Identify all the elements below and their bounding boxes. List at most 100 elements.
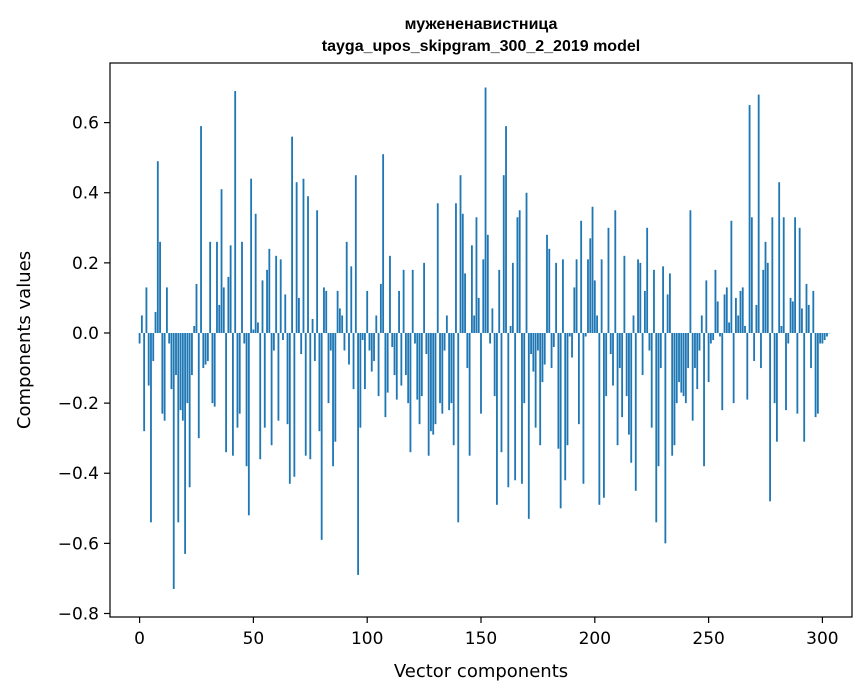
bar-component-163 [509,325,512,333]
bar-component-20 [184,332,187,554]
bar-component-184 [557,332,560,449]
bar-component-238 [680,332,683,393]
bar-component-124 [420,332,423,397]
bar-component-101 [368,332,371,351]
bar-component-9 [159,241,161,333]
bar-component-227 [655,332,658,523]
bar-component-196 [584,332,587,337]
bar-component-73 [304,332,307,456]
bar-component-96 [357,332,359,575]
bar-component-116 [402,269,405,333]
bar-component-292 [803,332,806,442]
bar-component-126 [425,332,428,355]
bar-component-11 [163,332,166,421]
bar-component-300 [821,332,824,344]
bar-component-266 [744,325,746,333]
bar-component-295 [810,332,812,369]
bar-component-121 [414,332,416,344]
bar-component-144 [466,332,469,369]
bar-component-99 [364,332,366,390]
bar-component-231 [664,332,667,544]
bar-component-267 [746,332,749,400]
bar-component-167 [518,210,521,333]
bar-component-93 [350,266,353,333]
bar-component-89 [341,315,344,333]
bar-component-149 [477,297,480,333]
bar-component-80 [320,332,323,540]
bar-component-87 [336,290,339,333]
bar-component-249 [705,280,708,333]
bar-component-94 [352,332,355,390]
bar-component-191 [573,287,576,333]
bar-component-268 [748,105,751,333]
bar-component-301 [823,332,826,340]
bar-component-134 [443,332,446,351]
bar-component-33 [213,332,216,407]
bar-component-22 [188,332,191,488]
bar-component-3 [145,287,148,333]
bar-component-19 [181,332,184,421]
bar-component-165 [514,332,517,481]
x-tick-label: 300 [806,629,838,649]
bar-component-251 [709,332,712,344]
bar-component-111 [391,332,394,348]
bar-component-86 [334,332,337,442]
bar-component-1 [140,315,143,333]
bar-component-155 [491,308,494,333]
bar-component-132 [439,332,441,404]
bar-component-90 [343,332,346,351]
bar-component-166 [516,217,519,333]
bar-component-103 [373,332,375,362]
bar-component-137 [450,332,453,404]
bar-component-8 [156,161,159,333]
bar-component-102 [370,332,373,372]
bar-component-42 [234,91,237,333]
bar-component-128 [430,332,432,432]
bar-component-49 [250,178,253,333]
bar-component-70 [298,297,300,333]
bar-component-131 [436,203,439,333]
bar-component-179 [546,234,548,333]
bar-component-257 [723,294,726,333]
bar-component-40 [229,245,232,333]
bar-component-143 [464,273,466,333]
bar-component-160 [502,175,505,333]
bar-component-214 [625,332,628,397]
bar-component-64 [284,294,287,333]
bar-component-27 [200,126,202,333]
bar-component-65 [286,332,289,425]
bar-component-50 [252,329,255,333]
bar-component-219 [637,259,639,333]
bar-component-281 [778,182,781,333]
bar-component-272 [757,94,760,333]
bar-component-151 [482,259,485,333]
y-tick-label: −0.4 [58,464,99,484]
bar-component-259 [728,322,730,333]
bar-component-82 [325,290,328,333]
bar-component-299 [819,332,822,344]
bar-component-31 [209,241,212,333]
bar-component-171 [527,332,530,519]
bar-component-242 [689,210,692,333]
bar-component-229 [659,332,662,369]
bar-component-271 [755,304,758,333]
bar-component-234 [671,332,674,456]
bar-component-230 [662,266,664,333]
bar-component-140 [457,332,460,523]
bar-component-172 [530,332,532,355]
x-tick-label: 250 [692,629,724,649]
bar-component-265 [741,287,744,333]
bar-component-109 [386,332,389,393]
bar-component-110 [389,255,391,333]
bar-component-136 [448,332,451,411]
bar-component-122 [416,332,419,400]
bar-component-0 [138,332,141,344]
bar-component-18 [179,332,182,411]
bar-component-198 [589,238,592,333]
bar-component-285 [787,332,790,344]
bar-component-250 [707,332,710,383]
y-tick-label: 0.6 [72,114,99,134]
bar-component-81 [323,287,325,333]
bar-component-98 [361,332,364,340]
bar-component-67 [291,136,293,333]
